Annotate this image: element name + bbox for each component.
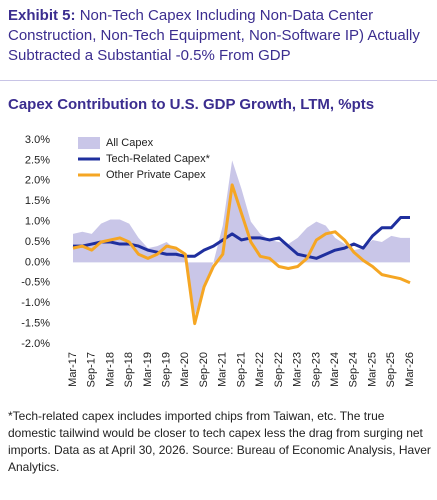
- area: [73, 160, 410, 316]
- y-tick-label: 3.0%: [25, 134, 50, 146]
- x-tick-label: Mar-19: [142, 352, 154, 387]
- x-tick-label: Mar-25: [366, 352, 378, 387]
- x-tick-label: Sep-23: [310, 352, 322, 387]
- x-tick-label: Sep-21: [235, 352, 247, 387]
- x-tick-label: Mar-17: [67, 352, 79, 387]
- exhibit-title: Non-Tech Capex Including Non-Data Center…: [8, 7, 420, 64]
- y-tick-label: 1.5%: [25, 195, 50, 207]
- divider: [0, 80, 437, 81]
- x-tick-label: Mar-20: [179, 352, 191, 387]
- x-tick-label: Sep-19: [161, 352, 173, 387]
- chart: 3.0% 2.5% 2.0% 1.5% 1.0% 0.5% 0.0% -0.5% -1.0% -1…: [21, 134, 416, 388]
- exhibit-header: Exhibit 5: Non-Tech Capex Including Non-…: [8, 6, 428, 66]
- footnote: *Tech-related capex includes imported ch…: [8, 409, 431, 474]
- line: [72, 183, 411, 326]
- y-tick-label: 2.5%: [25, 154, 50, 166]
- y-tick-label: 1.0%: [25, 216, 50, 228]
- y-tick-label: -0.5%: [21, 277, 50, 289]
- x-tick-label: Mar-26: [404, 352, 416, 387]
- y-tick-label: 0.0%: [25, 256, 50, 268]
- x-tick-label: Sep-24: [348, 352, 360, 387]
- x-tick-label: Sep-17: [86, 352, 98, 387]
- legend-label: Tech-Related Capex*: [106, 153, 211, 165]
- x-tick-label: Mar-21: [217, 352, 229, 387]
- x-tick-label: Mar-24: [329, 352, 341, 387]
- x-tick-label: Mar-18: [104, 352, 116, 387]
- exhibit-label: Exhibit 5:: [8, 7, 76, 24]
- y-tick-label: -1.5%: [21, 318, 50, 330]
- y-tick-label: -1.0%: [21, 297, 50, 309]
- legend-label: All Capex: [106, 137, 154, 149]
- x-tick-label: Sep-25: [385, 352, 397, 387]
- chart-title: Capex Contribution to U.S. GDP Growth, L…: [8, 96, 375, 113]
- y-tick-label: -2.0%: [21, 338, 50, 350]
- x-tick-label: Mar-22: [254, 352, 266, 387]
- y-tick-label: 2.0%: [25, 175, 50, 187]
- x-tick-label: Sep-20: [198, 352, 210, 387]
- legend-swatch: [78, 137, 100, 149]
- x-tick-label: Mar-23: [292, 352, 304, 387]
- x-tick-label: Sep-22: [273, 352, 285, 387]
- x-tick-label: Sep-18: [123, 352, 135, 387]
- y-tick-label: 0.5%: [25, 236, 50, 248]
- legend-label: Other Private Capex: [106, 169, 206, 181]
